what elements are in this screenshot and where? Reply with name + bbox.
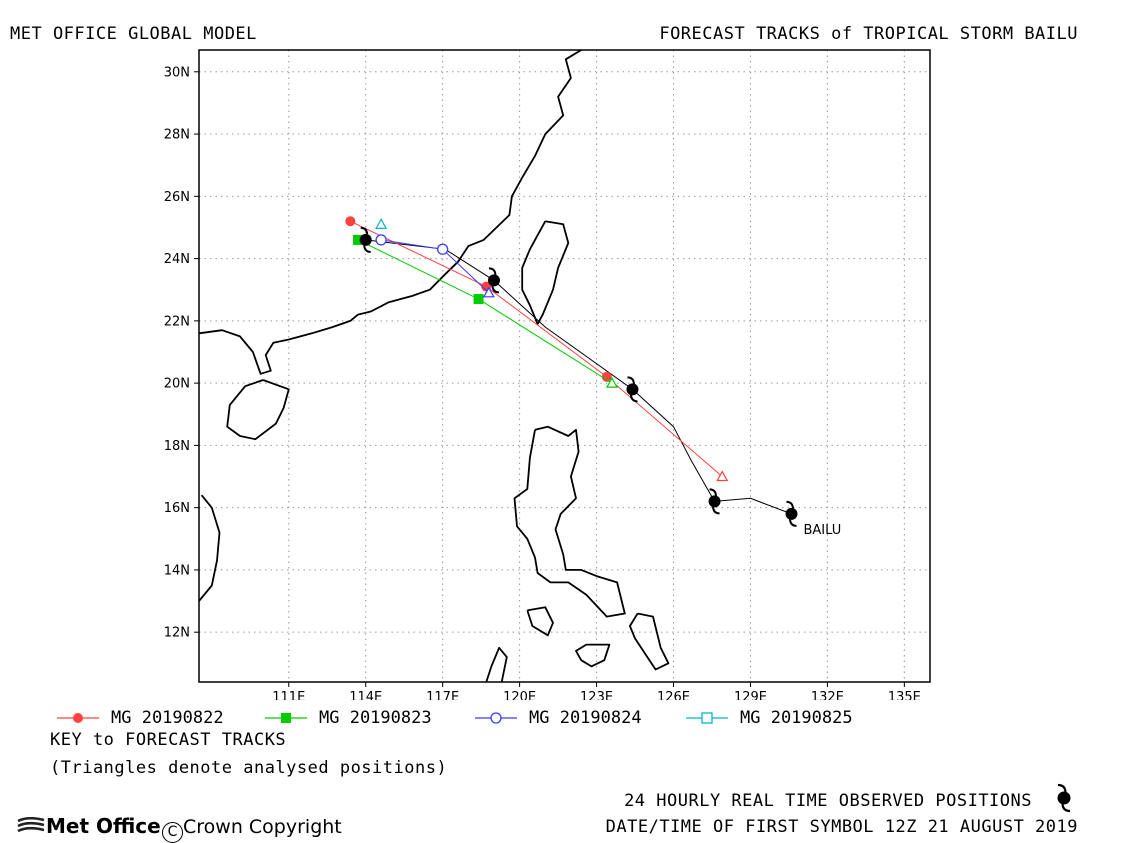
legend-swatch-icon xyxy=(686,712,728,724)
legend-item: MG 20190825 xyxy=(686,708,853,728)
analysed-position-marker xyxy=(605,376,618,388)
forecast-track xyxy=(345,216,729,482)
y-tick-label: 24N xyxy=(164,252,190,267)
coastlines xyxy=(199,50,670,682)
y-tick-label: 18N xyxy=(164,439,190,454)
observed-position-symbol xyxy=(626,376,639,403)
y-tick-label: 16N xyxy=(164,501,190,516)
x-tick-label: 123E xyxy=(580,690,613,700)
copyright-text: Crown Copyright xyxy=(183,816,342,838)
legend-item: MG 20190824 xyxy=(475,708,642,728)
met-office-logo-icon xyxy=(17,816,45,833)
observed-position-symbol xyxy=(359,226,372,253)
legend-swatch-icon xyxy=(475,712,517,724)
x-tick-label: 129E xyxy=(734,690,767,700)
y-tick-label: 20N xyxy=(164,377,190,392)
legend-swatch-icon xyxy=(57,713,99,723)
legend-label: MG 20190823 xyxy=(319,708,432,728)
forecast-point-marker xyxy=(353,234,364,245)
coastline xyxy=(485,646,508,682)
x-tick-label: 114E xyxy=(349,690,382,700)
x-tick-label: 111E xyxy=(272,690,305,700)
legend-label: MG 20190824 xyxy=(529,708,642,728)
y-tick-label: 28N xyxy=(164,128,190,143)
crown-copyright: C Crown Copyright xyxy=(162,816,342,843)
forecast-point-marker xyxy=(437,243,449,255)
met-office-logo: Met Office xyxy=(16,814,161,838)
y-tick-label: 22N xyxy=(164,314,190,329)
key-title: KEY to FORECAST TRACKS xyxy=(50,730,287,750)
observed-position-symbol xyxy=(487,267,500,294)
forecast-track-map: 111E 114E 117E 120E 123E 126E 129E 132E 135E 12N 1… xyxy=(164,49,931,700)
map-frame xyxy=(198,49,931,683)
storm-name-label: BAILU xyxy=(803,523,841,538)
legend-swatch-icon xyxy=(265,713,307,723)
chart-title: FORECAST TRACKS of TROPICAL STORM BAILU xyxy=(659,24,1078,44)
x-tick-label: 135E xyxy=(888,690,921,700)
coastline xyxy=(199,494,221,602)
forecast-point-marker xyxy=(345,216,356,227)
forecast-track xyxy=(375,218,388,229)
legend-label: MG 20190822 xyxy=(111,708,224,728)
forecast-track-line xyxy=(350,220,723,477)
analysed-position-marker xyxy=(482,286,495,298)
forecast-point-marker xyxy=(375,234,387,246)
key-note: (Triangles denote analysed positions) xyxy=(50,758,448,778)
met-office-logo-text: Met Office xyxy=(46,814,161,838)
forecast-point-marker xyxy=(601,371,612,382)
coastline xyxy=(199,50,583,375)
observed-position-symbol xyxy=(708,488,721,515)
coastline xyxy=(226,379,290,441)
forecast-point-marker xyxy=(73,713,83,723)
x-tick-label: 117E xyxy=(426,690,459,700)
legend-label: MG 20190825 xyxy=(740,708,853,728)
forecast-point-marker xyxy=(281,713,291,723)
first-symbol-datetime: DATE/TIME OF FIRST SYMBOL 12Z 21 AUGUST … xyxy=(605,817,1078,837)
forecast-point-marker xyxy=(473,294,484,305)
y-tick-label: 12N xyxy=(164,626,190,641)
coastline xyxy=(513,425,626,618)
forecast-track-line xyxy=(357,239,613,384)
forecast-track xyxy=(375,234,495,298)
model-title: MET OFFICE GLOBAL MODEL xyxy=(10,24,257,44)
map-grid xyxy=(199,50,930,682)
x-tick-label: 132E xyxy=(811,690,844,700)
forecast-track xyxy=(353,234,618,388)
observed-position-symbol xyxy=(785,500,798,527)
track-layer xyxy=(345,216,798,527)
storm-symbol-icon xyxy=(1057,783,1071,813)
y-tick-label: 14N xyxy=(164,563,190,578)
axis-labels: 111E 114E 117E 120E 123E 126E 129E 132E 135E 12N 1… xyxy=(164,65,921,700)
x-tick-label: 120E xyxy=(503,690,536,700)
y-tick-label: 30N xyxy=(164,65,190,80)
forecast-point-marker xyxy=(701,712,713,724)
analysed-position-marker xyxy=(375,218,388,229)
observed-positions-note: 24 HOURLY REAL TIME OBSERVED POSITIONS xyxy=(624,791,1032,811)
forecast-point-marker xyxy=(490,712,502,724)
legend-item: MG 20190822 xyxy=(57,708,224,728)
analysed-position-marker xyxy=(716,470,729,482)
observed-track-line xyxy=(365,239,792,515)
x-tick-label: 126E xyxy=(657,690,690,700)
y-tick-label: 26N xyxy=(164,190,190,205)
legend-item: MG 20190823 xyxy=(265,708,432,728)
coastline xyxy=(629,612,670,671)
coastline xyxy=(575,643,611,668)
coastline xyxy=(521,220,570,325)
coastline xyxy=(526,606,554,637)
